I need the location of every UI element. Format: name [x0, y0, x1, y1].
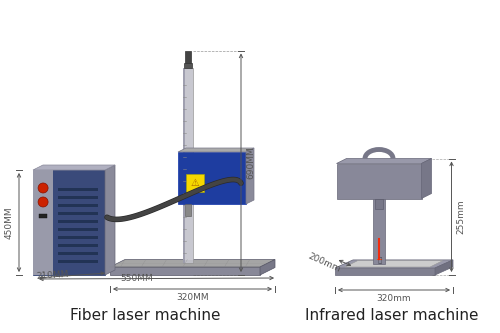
Bar	[58, 260, 98, 263]
Text: 550MM: 550MM	[120, 274, 154, 283]
Bar	[58, 236, 98, 239]
Bar	[58, 204, 98, 207]
Polygon shape	[435, 260, 453, 275]
Bar	[336, 164, 422, 198]
Bar	[58, 252, 98, 255]
Bar	[373, 198, 385, 263]
Bar	[58, 220, 98, 223]
Polygon shape	[110, 267, 260, 275]
Text: 210MM: 210MM	[36, 270, 69, 281]
Bar	[58, 212, 98, 215]
Polygon shape	[105, 165, 115, 275]
Bar	[185, 204, 191, 216]
Text: ⚠: ⚠	[190, 178, 200, 188]
Polygon shape	[246, 148, 254, 204]
Polygon shape	[260, 259, 275, 275]
Bar	[178, 152, 246, 204]
Polygon shape	[110, 259, 275, 267]
Polygon shape	[335, 268, 435, 275]
Text: 450MM: 450MM	[5, 206, 14, 239]
Polygon shape	[336, 159, 432, 164]
Bar	[58, 196, 98, 199]
Bar	[183, 68, 193, 262]
Text: Fiber laser machine: Fiber laser machine	[70, 308, 220, 323]
Polygon shape	[178, 148, 254, 152]
Polygon shape	[335, 260, 453, 268]
Text: 690MM: 690MM	[246, 147, 255, 179]
Text: 255mm: 255mm	[456, 199, 466, 234]
Bar	[183, 68, 185, 262]
Bar	[184, 63, 192, 68]
Bar	[185, 51, 191, 63]
Polygon shape	[33, 165, 115, 170]
Text: 200mm: 200mm	[306, 252, 342, 274]
Bar	[58, 228, 98, 231]
Bar	[33, 170, 105, 275]
Polygon shape	[345, 261, 442, 267]
Bar	[33, 170, 53, 275]
Bar	[58, 188, 98, 191]
Bar	[58, 244, 98, 247]
Circle shape	[38, 183, 48, 193]
Circle shape	[38, 197, 48, 207]
Text: 320MM: 320MM	[176, 293, 209, 302]
Text: Infrared laser machine: Infrared laser machine	[305, 308, 479, 323]
Bar	[186, 174, 204, 192]
Bar	[375, 198, 383, 208]
Text: 320mm: 320mm	[376, 294, 412, 303]
Bar	[39, 214, 47, 218]
Polygon shape	[422, 159, 432, 198]
Text: 🦝: 🦝	[378, 256, 382, 263]
